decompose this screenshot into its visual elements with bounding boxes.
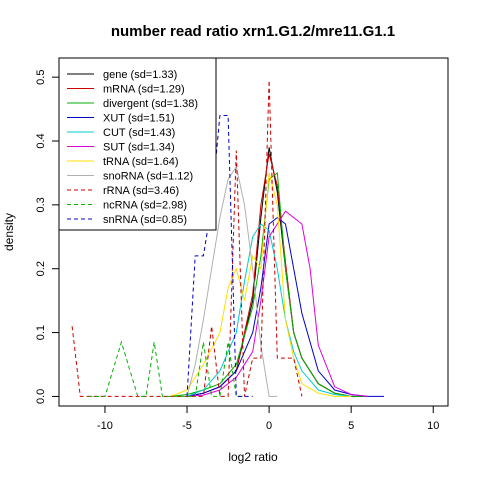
chart-title: number read ratio xrn1.G1.2/mre11.G1.1 bbox=[111, 23, 395, 40]
legend-label: divergent (sd=1.38) bbox=[103, 98, 198, 110]
y-tick-label: 0.5 bbox=[35, 70, 47, 85]
legend-label: rRNA (sd=3.46) bbox=[103, 185, 179, 197]
x-tick-label: -10 bbox=[97, 420, 113, 432]
y-tick-label: 0.1 bbox=[35, 325, 47, 340]
y-axis-label: density bbox=[2, 213, 16, 251]
series-line-7 bbox=[186, 165, 278, 397]
series-layer bbox=[71, 80, 384, 397]
series-line-5 bbox=[186, 210, 368, 397]
legend-label: XUT (sd=1.51) bbox=[103, 113, 175, 125]
series-line-10 bbox=[186, 115, 253, 397]
y-tick-label: 0.4 bbox=[35, 133, 47, 148]
legend-label: mRNA (sd=1.29) bbox=[103, 84, 185, 96]
series-line-6 bbox=[170, 172, 352, 397]
x-tick-label: -5 bbox=[182, 420, 192, 432]
x-tick-label: 10 bbox=[427, 420, 439, 432]
x-axis: -10 -5 0 5 10 bbox=[97, 405, 439, 432]
legend-label: gene (sd=1.33) bbox=[103, 69, 177, 81]
series-line-2 bbox=[170, 171, 368, 397]
legend-label: SUT (sd=1.34) bbox=[103, 142, 175, 154]
series-line-3 bbox=[186, 216, 384, 397]
series-line-4 bbox=[186, 223, 352, 397]
x-axis-label: log2 ratio bbox=[228, 450, 278, 464]
legend-label: tRNA (sd=1.64) bbox=[103, 156, 179, 168]
y-tick-label: 0.3 bbox=[35, 197, 47, 212]
legend-label: snRNA (sd=0.85) bbox=[103, 214, 187, 226]
legend: gene (sd=1.33) mRNA (sd=1.29) divergent (s… bbox=[58, 57, 217, 231]
legend-label: snoRNA (sd=1.12) bbox=[103, 171, 193, 183]
legend-label: ncRNA (sd=2.98) bbox=[103, 200, 187, 212]
y-tick-label: 0.0 bbox=[35, 389, 47, 404]
y-axis: 0.0 0.1 0.2 0.3 0.4 0.5 bbox=[35, 70, 60, 404]
series-line-8 bbox=[71, 80, 303, 397]
legend-label: CUT (sd=1.43) bbox=[103, 127, 175, 139]
legend-box bbox=[58, 57, 217, 231]
y-tick-label: 0.2 bbox=[35, 261, 47, 276]
x-tick-label: 5 bbox=[348, 420, 354, 432]
x-tick-label: 0 bbox=[266, 420, 272, 432]
